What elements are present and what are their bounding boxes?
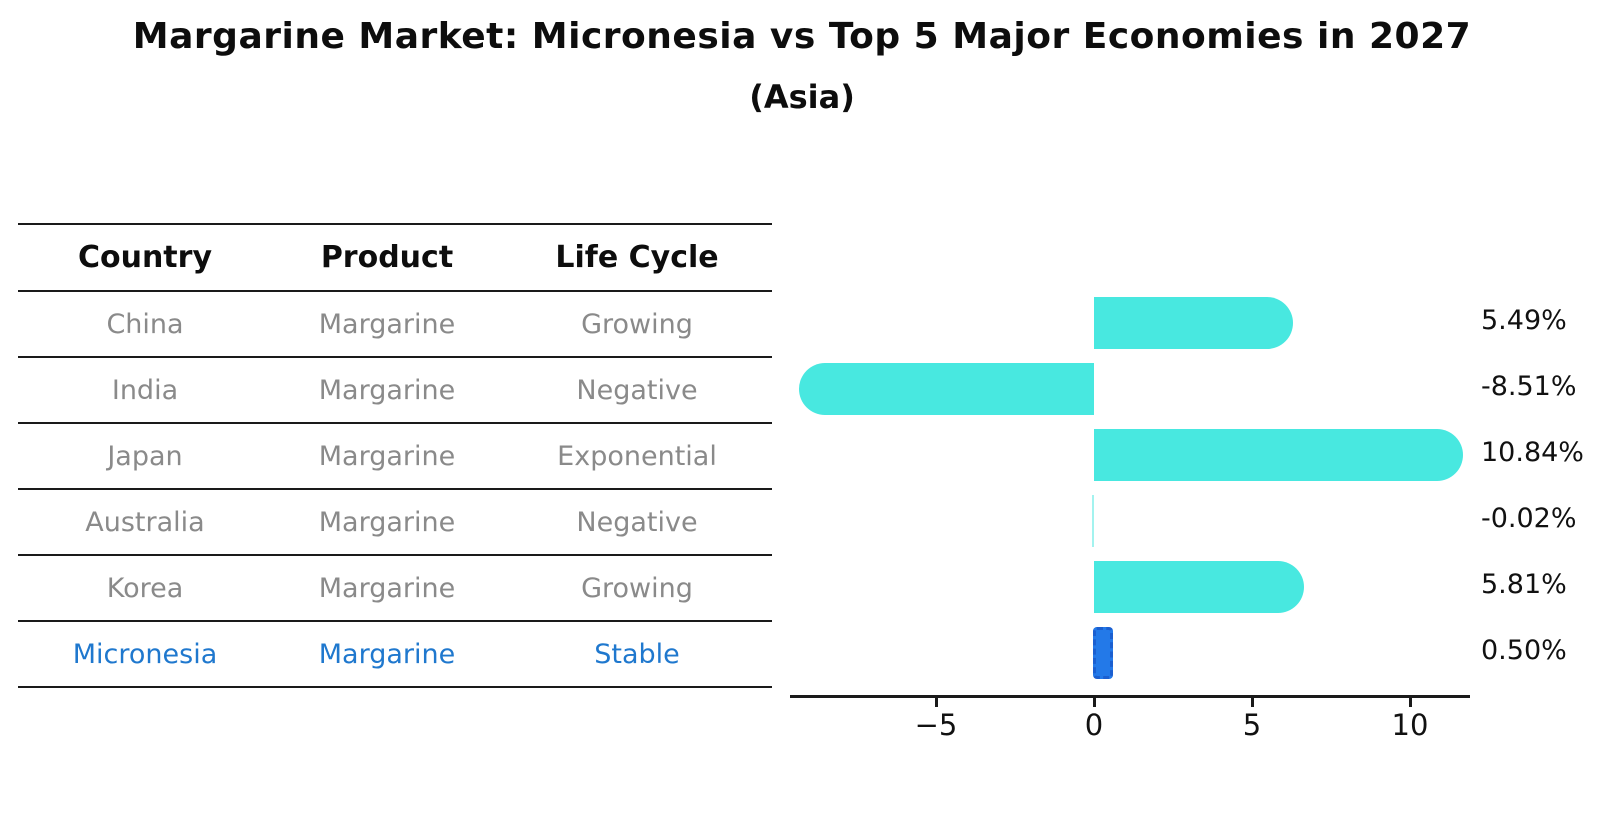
table-cell-life-cycle: Stable	[594, 638, 680, 670]
bar-value-label: 5.81%	[1481, 569, 1567, 600]
x-axis-tick-label: −5	[914, 708, 958, 742]
bar-china	[1094, 297, 1294, 349]
bar-japan	[1094, 429, 1463, 481]
bar-value-label: 10.84%	[1481, 437, 1584, 468]
table-cell-life-cycle: Growing	[581, 572, 693, 604]
chart-subtitle: (Asia)	[749, 78, 855, 116]
x-axis-tick-label: 5	[1242, 708, 1262, 742]
bar-value-label: -0.02%	[1481, 503, 1577, 534]
table-header-row: Country Product Life Cycle	[18, 225, 772, 292]
table-cell-life-cycle: Negative	[576, 506, 698, 538]
x-axis-line	[790, 695, 1470, 698]
bar-india	[799, 363, 1094, 415]
table-cell-product: Margarine	[318, 506, 456, 538]
country-table: Country Product Life Cycle China Margarine Gr…	[18, 223, 772, 688]
bar-micronesia	[1093, 627, 1113, 679]
bar-value-label: 5.49%	[1481, 305, 1567, 336]
table-cell-country: Japan	[107, 440, 183, 472]
table-cell-product: Margarine	[318, 572, 456, 604]
x-axis-tick-label: 10	[1391, 708, 1429, 742]
bar-korea	[1094, 561, 1304, 613]
table-cell-product: Margarine	[318, 440, 456, 472]
x-axis-tick	[934, 698, 938, 707]
bar-value-label: 0.50%	[1481, 635, 1567, 666]
table-cell-life-cycle: Growing	[581, 308, 693, 340]
table-cell-country: Australia	[85, 506, 205, 538]
table-row: Japan Margarine Exponential	[18, 424, 772, 490]
table-row: India Margarine Negative	[18, 358, 772, 424]
table-cell-product: Margarine	[318, 374, 456, 406]
table-row: Korea Margarine Growing	[18, 556, 772, 622]
table-cell-product: Margarine	[318, 638, 456, 670]
table-header-cell: Product	[320, 240, 454, 275]
bar-australia	[1092, 495, 1094, 547]
table-row: Micronesia Margarine Stable	[18, 622, 772, 688]
table-cell-country: India	[111, 374, 179, 406]
table-header-cell: Country	[77, 240, 213, 275]
table-row: China Margarine Growing	[18, 292, 772, 358]
x-axis-tick	[1408, 698, 1412, 707]
x-axis-tick	[1250, 698, 1254, 707]
table-header-cell: Life Cycle	[555, 240, 719, 275]
table-cell-product: Margarine	[318, 308, 456, 340]
x-axis-tick	[1092, 698, 1096, 707]
table-cell-country: Micronesia	[72, 638, 218, 670]
bar-value-label: -8.51%	[1481, 371, 1577, 402]
table-row: Australia Margarine Negative	[18, 490, 772, 556]
table-cell-life-cycle: Negative	[576, 374, 698, 406]
table-cell-country: China	[106, 308, 184, 340]
chart-title: Margarine Market: Micronesia vs Top 5 Ma…	[132, 16, 1472, 57]
table-cell-life-cycle: Exponential	[557, 440, 717, 472]
x-axis-tick-label: 0	[1084, 708, 1104, 742]
table-cell-country: Korea	[106, 572, 184, 604]
